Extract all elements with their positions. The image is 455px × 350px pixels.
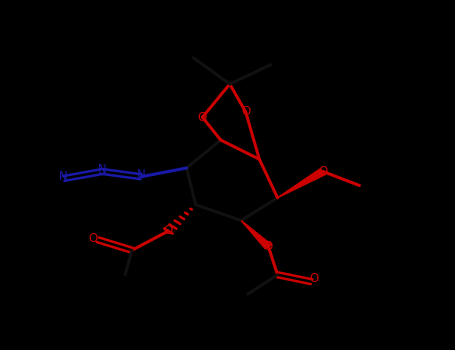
Text: O: O — [264, 240, 273, 253]
Text: O: O — [318, 165, 328, 178]
Text: N: N — [59, 170, 68, 183]
Text: O: O — [89, 231, 98, 245]
Text: N: N — [136, 168, 146, 182]
Text: O: O — [309, 272, 318, 286]
Text: O: O — [241, 105, 250, 119]
Text: N: N — [98, 163, 107, 176]
Text: O: O — [198, 111, 207, 124]
Polygon shape — [241, 220, 272, 249]
Polygon shape — [278, 169, 326, 198]
Text: O: O — [164, 224, 173, 238]
